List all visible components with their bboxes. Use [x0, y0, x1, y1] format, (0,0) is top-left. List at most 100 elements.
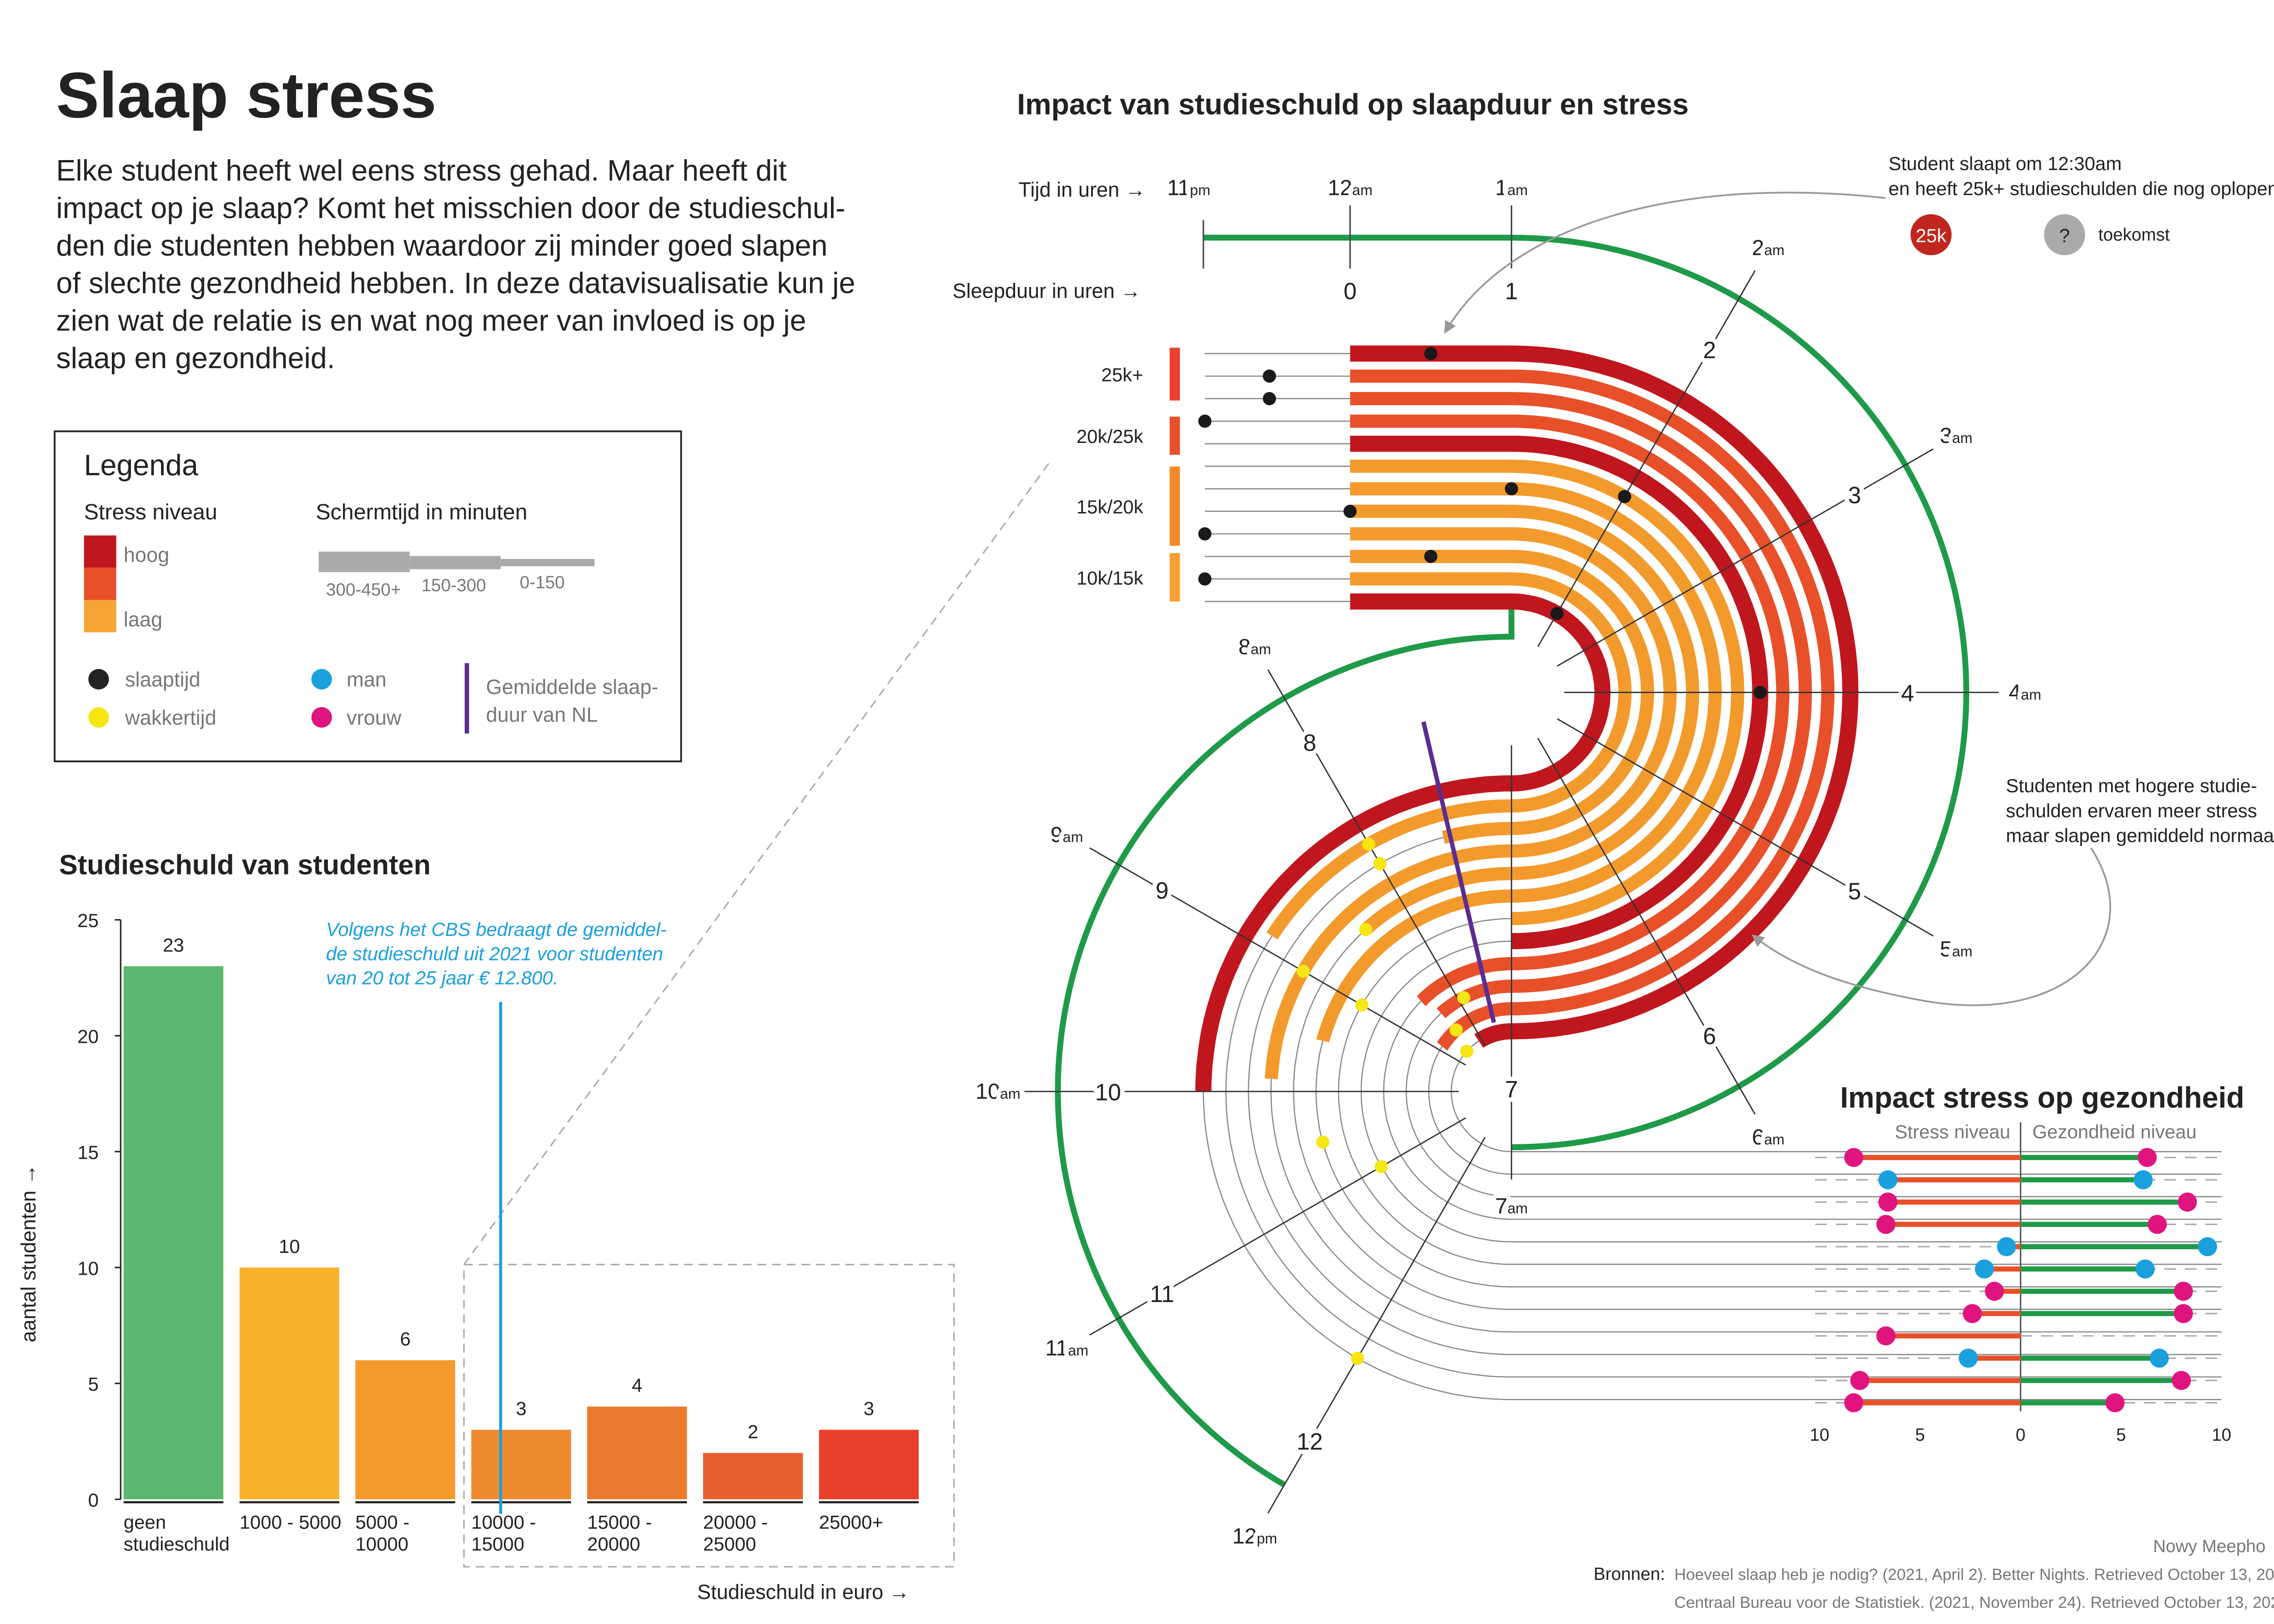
duration-label: 6 [1703, 1023, 1716, 1049]
sleep-band [1350, 345, 1859, 1048]
sleep-band [1350, 550, 1654, 844]
time-hour: 9 [1051, 823, 1063, 847]
x-axis-label: Studieschuld in euro → [697, 1580, 910, 1604]
x-tick-label: 15000 - 20000 [587, 1511, 652, 1555]
stress-dot [1844, 1393, 1863, 1413]
value-label: 6 [400, 1328, 410, 1350]
legend-dot [311, 669, 332, 690]
legend-bar [318, 551, 410, 573]
annotation-arrow [1444, 191, 1886, 334]
legend-label: 300-450+ [326, 580, 401, 600]
time-hour: 2 [1752, 236, 1764, 260]
x-tick-label: 1000 - 5000 [239, 1511, 342, 1533]
stress-dot [1844, 1148, 1863, 1167]
spoke [1537, 270, 1756, 647]
sleep-band [1266, 572, 1632, 940]
health-dot [2172, 1371, 2191, 1390]
value-label: 23 [163, 934, 184, 955]
x-tick-label: 20000 - 25000 [703, 1511, 768, 1555]
spoke [1557, 448, 1934, 667]
legend-swatch [84, 535, 116, 568]
time-hour: 5 [1940, 937, 1952, 961]
duration-label: 9 [1156, 877, 1169, 904]
x-tick-label: 10000 - 15000 [471, 1511, 536, 1555]
value-label: 10 [279, 1236, 300, 1257]
stress-dot [1958, 1348, 1978, 1368]
x-tick-label: 25000+ [819, 1511, 883, 1533]
legend-label: hoog [124, 543, 169, 566]
waketime-dot [1316, 1135, 1329, 1149]
duration-label: 1 [1505, 278, 1518, 304]
time-suffix: am [1063, 829, 1083, 845]
x-tick-label: 1000 - 5000 [239, 1511, 342, 1533]
value-label: 2 [748, 1421, 758, 1443]
intro-line: den die studenten hebben waardoor zij mi… [56, 229, 827, 262]
bedtime-dot [1263, 369, 1276, 383]
stress-dot [1975, 1259, 1994, 1279]
time-suffix: am [1952, 430, 1972, 446]
intro-line: of slechte gezondheid hebben. In deze da… [56, 267, 855, 300]
bar [123, 966, 224, 1499]
time-hour: 10 [976, 1079, 1000, 1104]
sleep-band [1316, 482, 1722, 1042]
legend-box [54, 430, 682, 763]
annotation: maar slapen gemiddeld normaal [2006, 825, 2274, 846]
stress-dot [1876, 1326, 1896, 1346]
health-dot [2178, 1192, 2197, 1212]
spoke [1089, 847, 1466, 1066]
spoke [1089, 1117, 1466, 1336]
time-hour: 4 [2009, 680, 2021, 705]
time-hour: 11 [1045, 1336, 1068, 1361]
y-tick-label: 25 [77, 910, 99, 931]
duration-label: 10 [1095, 1079, 1121, 1105]
legend-heading: Schermtijd in minuten [316, 500, 527, 524]
bedtime-dot [1504, 482, 1518, 496]
waketime-dot [1374, 1160, 1388, 1173]
health-dot [2198, 1237, 2217, 1257]
annotation: Studenten met hogere studie- [2006, 775, 2257, 796]
time-hour: 6 [1752, 1125, 1764, 1150]
bar [703, 1453, 803, 1499]
bedtime-dot [1198, 414, 1212, 428]
time-hour: 7 [1495, 1194, 1508, 1218]
value-label: 3 [864, 1398, 874, 1419]
axis-label: Sleepduur in uren → [952, 279, 1141, 302]
legend-dot [88, 707, 109, 728]
x-tick-label: 10000 - 15000 [471, 1511, 536, 1555]
bedtime-dot [1618, 490, 1631, 503]
waketime-dot [1460, 1045, 1474, 1058]
dumbbell-chart: Impact stress op gezondheid Stress nivea… [1810, 1081, 2244, 1445]
annotation: schulden ervaren meer stress [2006, 800, 2257, 821]
bar [819, 1429, 919, 1499]
time-suffix: am [1507, 1200, 1528, 1217]
y-tick-label: 0 [88, 1489, 99, 1511]
y-tick-label: 5 [88, 1373, 99, 1395]
source: Hoeveel slaap heb je nodig? (2021, April… [1674, 1565, 2274, 1584]
y-axis-label: aantal studenten → [17, 1164, 40, 1342]
time-hour: 8 [1238, 634, 1251, 659]
group-bar [1169, 466, 1180, 546]
intro-line: Elke student heeft wel eens stress gehad… [56, 154, 786, 187]
waketime-dot [1296, 965, 1310, 978]
y-tick-label: 15 [77, 1141, 99, 1163]
value-label: 3 [516, 1398, 526, 1419]
annotation: de studieschuld uit 2021 voor studenten [326, 943, 663, 964]
stress-dot [1997, 1237, 2016, 1257]
bedtime-dot [1753, 686, 1767, 699]
duration-label: 5 [1848, 878, 1861, 904]
chart-title: Impact van studieschuld op slaapduur en … [1017, 88, 1689, 121]
health-dot [2138, 1148, 2157, 1167]
time-hour: 3 [1940, 423, 1952, 448]
intro: Elke student heeft wel eens stress gehad… [56, 154, 855, 375]
group-bar [1169, 553, 1180, 602]
time-suffix: am [1352, 182, 1373, 198]
time-suffix: am [1764, 1131, 1785, 1148]
annotation: en heeft 25k+ studieschulden die nog opl… [1888, 178, 2274, 199]
x-tick-label: geen studieschuld [124, 1511, 230, 1555]
page-title: Slaap stress [56, 60, 436, 131]
x-tick-label: 10 [1810, 1425, 1829, 1445]
bedtime-dot [1424, 549, 1438, 563]
waketime-dot [1362, 837, 1375, 851]
